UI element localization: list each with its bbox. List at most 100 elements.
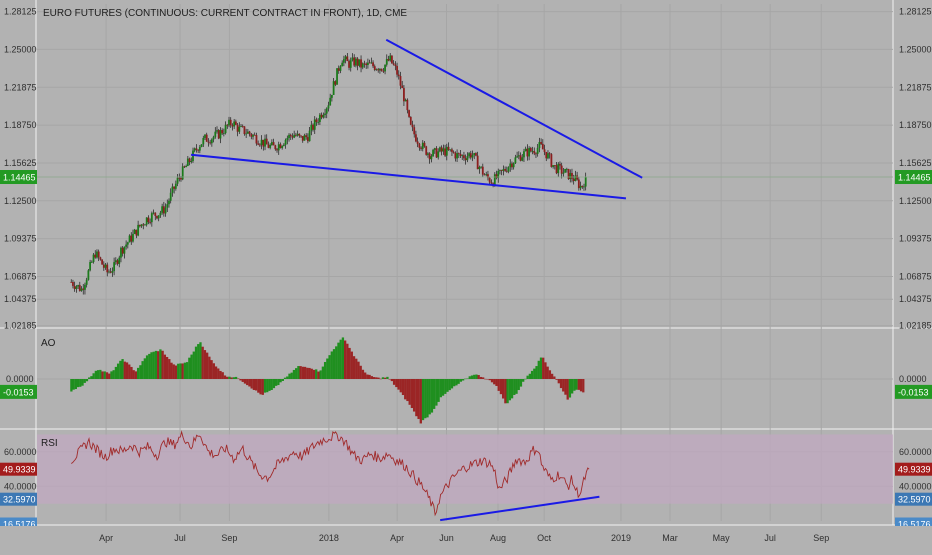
- candle-up: [159, 212, 162, 216]
- candle-up: [502, 169, 505, 171]
- candle-down: [567, 168, 570, 180]
- candle-down: [435, 148, 438, 158]
- ao-bar-down: [303, 366, 307, 379]
- ao-bar-up: [150, 352, 153, 379]
- candle-up: [85, 279, 88, 285]
- candle-down: [545, 151, 548, 159]
- ao-bar-down: [384, 377, 387, 379]
- price-tick-right: 1.25000: [899, 44, 932, 54]
- ao-bar-up: [321, 366, 325, 379]
- candle-down: [428, 153, 431, 160]
- ao-bar-up: [537, 360, 540, 379]
- candle-down: [142, 224, 145, 226]
- candle-down: [294, 134, 297, 136]
- candle-up: [389, 55, 392, 61]
- rsi-tick-right: 60.0000: [899, 447, 932, 457]
- ao-bar-down: [502, 379, 505, 399]
- candle-down: [406, 99, 409, 111]
- ao-bar-up: [315, 369, 318, 379]
- candle-up: [214, 131, 217, 137]
- rsi-trendline[interactable]: [440, 495, 600, 522]
- candle-up: [507, 167, 510, 172]
- ao-bar-up: [177, 363, 180, 379]
- price-tick-right: 1.02185: [899, 321, 932, 331]
- ao-bar-down: [108, 373, 111, 379]
- candle-down: [387, 58, 390, 61]
- ao-bar-up: [457, 379, 460, 384]
- ao-bar-up: [524, 378, 527, 380]
- candle-up: [404, 99, 407, 102]
- candle-down: [475, 153, 477, 156]
- ao-bar-down: [306, 367, 309, 379]
- candle-down: [276, 149, 278, 151]
- candle-down: [463, 155, 465, 159]
- ao-bar-up: [337, 342, 340, 379]
- ao-bar-up: [433, 379, 436, 409]
- ao-bar-up: [272, 379, 276, 389]
- candle-down: [469, 153, 472, 158]
- ao-bar-down: [257, 379, 260, 393]
- rsi-value-label-left-bg: [0, 462, 37, 476]
- ao-pane-title: AO: [41, 338, 56, 349]
- candle-up: [344, 56, 347, 60]
- candle-down: [409, 116, 412, 125]
- candle-down: [572, 178, 575, 181]
- candle-down: [209, 142, 212, 144]
- candle-up: [111, 271, 114, 273]
- ao-bar-down: [223, 375, 227, 379]
- ao-bar-down: [239, 379, 242, 381]
- candle-up: [456, 153, 458, 159]
- candle-down: [221, 130, 224, 134]
- ao-bar-down: [174, 365, 178, 379]
- trendline-layer[interactable]: [190, 38, 643, 522]
- time-tick: Mar: [662, 533, 678, 543]
- ao-bar-down: [555, 379, 558, 380]
- time-tick: Jul: [174, 533, 186, 543]
- candle-down: [183, 166, 186, 168]
- candle-up: [92, 254, 95, 262]
- candle-down: [454, 152, 457, 159]
- candle-up: [499, 170, 501, 171]
- candle-down: [392, 63, 395, 65]
- ao-bar-up: [83, 379, 86, 383]
- candle-up: [174, 183, 177, 189]
- candle-down: [356, 58, 359, 66]
- time-tick: Jul: [764, 533, 776, 543]
- candle-up: [168, 200, 170, 205]
- ao-bar-up: [575, 379, 578, 390]
- candle-up: [349, 60, 352, 68]
- candle-down: [147, 217, 150, 223]
- price-tick-left: 1.04375: [4, 294, 37, 304]
- candle-down: [334, 81, 337, 85]
- ao-bar-down: [566, 379, 569, 400]
- ao-bar-up: [381, 377, 385, 379]
- candle-down: [262, 139, 265, 147]
- resistance-trendline[interactable]: [385, 38, 643, 179]
- candle-down: [372, 62, 374, 67]
- ao-bar-up: [568, 379, 572, 398]
- ao-bar-up: [286, 376, 289, 379]
- support-trendline[interactable]: [190, 153, 627, 200]
- candle-down: [257, 143, 260, 145]
- candle-up: [128, 235, 131, 243]
- candle-up: [219, 130, 222, 139]
- candle-down: [368, 62, 371, 64]
- ao-bar-up: [292, 369, 296, 379]
- ao-bar-down: [493, 379, 496, 385]
- ao-bar-down: [128, 364, 131, 379]
- candle-up: [336, 68, 338, 85]
- candle-up: [284, 139, 287, 145]
- ao-bar-down: [350, 351, 353, 379]
- ao-bar-down: [372, 377, 376, 379]
- candle-down: [459, 153, 462, 156]
- price-tick-left: 1.28125: [4, 7, 37, 17]
- candle-down: [533, 151, 536, 154]
- rsi-value-label-left: 49.9339: [3, 465, 36, 475]
- candle-down: [102, 264, 105, 268]
- candle-up: [497, 170, 500, 179]
- ao-bar-up: [88, 377, 91, 379]
- rsi-ma-label-left-bg: [0, 492, 37, 506]
- candle-down: [250, 134, 253, 137]
- candle-up: [202, 137, 205, 145]
